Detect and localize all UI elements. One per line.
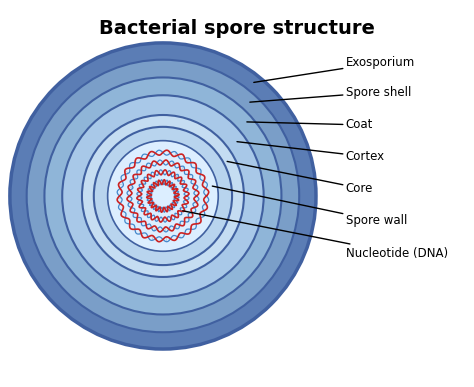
Circle shape [82, 115, 244, 277]
Text: Coat: Coat [247, 118, 373, 131]
Circle shape [10, 43, 316, 349]
Circle shape [45, 77, 282, 315]
Circle shape [94, 127, 232, 265]
Circle shape [62, 95, 264, 297]
Text: Nucleotide (DNA): Nucleotide (DNA) [182, 211, 448, 260]
Circle shape [108, 140, 218, 251]
Text: Bacterial spore structure: Bacterial spore structure [99, 19, 375, 38]
Text: Spore shell: Spore shell [250, 86, 411, 102]
Text: Spore wall: Spore wall [212, 186, 407, 227]
Text: Core: Core [227, 161, 373, 195]
Circle shape [27, 60, 299, 332]
Text: Cortex: Cortex [237, 142, 385, 163]
Text: Exosporium: Exosporium [254, 56, 415, 82]
